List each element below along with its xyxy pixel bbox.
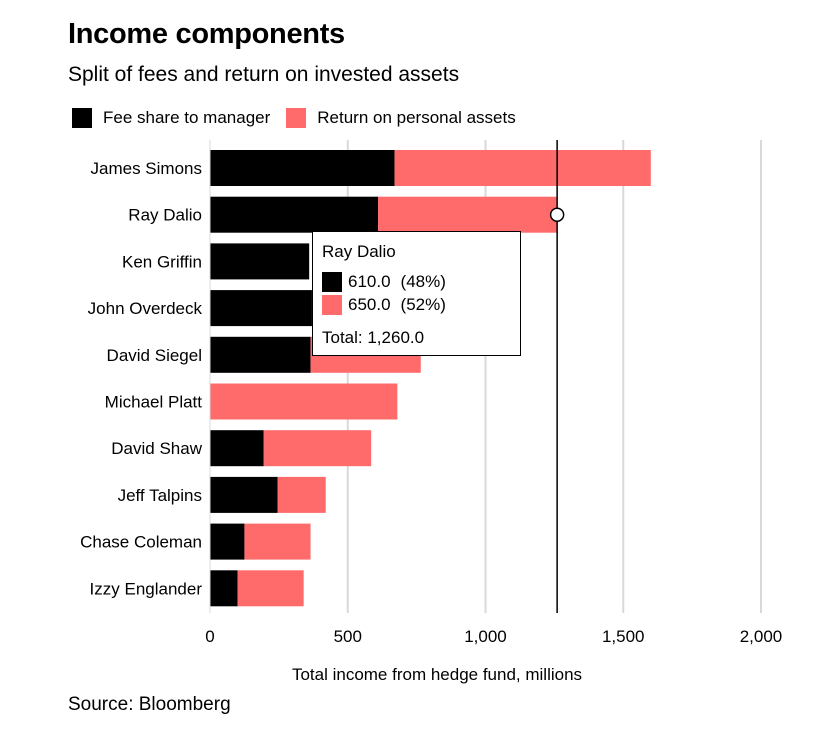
tooltip-row-fee: 610.0 (48%) (322, 270, 520, 293)
bar-fee[interactable] (210, 476, 278, 513)
x-axis-label: Total income from hedge fund, millions (292, 665, 582, 684)
chart-subtitle: Split of fees and return on invested ass… (68, 63, 460, 86)
bar-return[interactable] (263, 430, 372, 467)
tooltip-fee-value: 610.0 (348, 271, 391, 291)
tooltip-total: Total: 1,260.0 (322, 328, 425, 347)
bar-return[interactable] (244, 523, 311, 560)
chart-title: Income components (68, 18, 345, 50)
tooltip-fee-pct: (48%) (400, 271, 446, 291)
x-tick-label: 1,500 (602, 627, 645, 646)
x-tick-label: 2,000 (740, 627, 783, 646)
bar-fee[interactable] (210, 430, 264, 467)
tooltip-return-value: 650.0 (348, 294, 391, 314)
x-tick-label: 0 (205, 627, 214, 646)
legend: Fee share to manager Return on personal … (72, 108, 532, 128)
bar-fee[interactable] (210, 570, 238, 607)
tooltip-row-return: 650.0 (52%) (322, 293, 520, 316)
bar-return[interactable] (394, 150, 651, 186)
bar-fee[interactable] (210, 196, 379, 233)
category-label: David Siegel (107, 346, 202, 365)
category-label: John Overdeck (88, 299, 203, 318)
category-label: Jeff Talpins (118, 486, 202, 505)
bar-fee[interactable] (210, 243, 310, 280)
category-label: Izzy Englander (90, 579, 203, 598)
x-tick-label: 1,000 (464, 627, 507, 646)
source-note: Source: Bloomberg (68, 694, 231, 715)
tooltip-swatch-fee (322, 271, 342, 292)
x-tick-label: 500 (334, 627, 362, 646)
bar-return[interactable] (210, 383, 398, 420)
category-label: Michael Platt (105, 393, 203, 412)
tooltip: Ray Dalio 610.0 (48%) 650.0 (52%) Total:… (312, 231, 521, 356)
legend-swatch-return (286, 108, 307, 128)
tooltip-category: Ray Dalio (322, 242, 396, 261)
bar-fee[interactable] (210, 523, 245, 560)
hover-marker (549, 207, 565, 222)
tooltip-swatch-return (322, 294, 342, 315)
bar-fee[interactable] (210, 336, 311, 373)
bar-return[interactable] (277, 476, 326, 513)
category-label: Ray Dalio (128, 206, 202, 225)
legend-label-return: Return on personal assets (317, 108, 516, 127)
bar-fee[interactable] (210, 290, 312, 327)
category-label: Chase Coleman (80, 533, 202, 552)
bar-return[interactable] (237, 570, 304, 607)
tooltip-return-pct: (52%) (400, 294, 446, 314)
legend-item-return[interactable]: Return on personal assets (286, 108, 516, 128)
category-label: David Shaw (111, 439, 202, 458)
bar-fee[interactable] (210, 150, 395, 186)
legend-item-fee[interactable]: Fee share to manager (72, 108, 270, 128)
bar-return[interactable] (378, 196, 558, 233)
category-label: Ken Griffin (122, 252, 202, 271)
category-label: James Simons (91, 159, 202, 178)
legend-swatch-fee (72, 108, 92, 128)
legend-label-fee: Fee share to manager (103, 108, 271, 127)
